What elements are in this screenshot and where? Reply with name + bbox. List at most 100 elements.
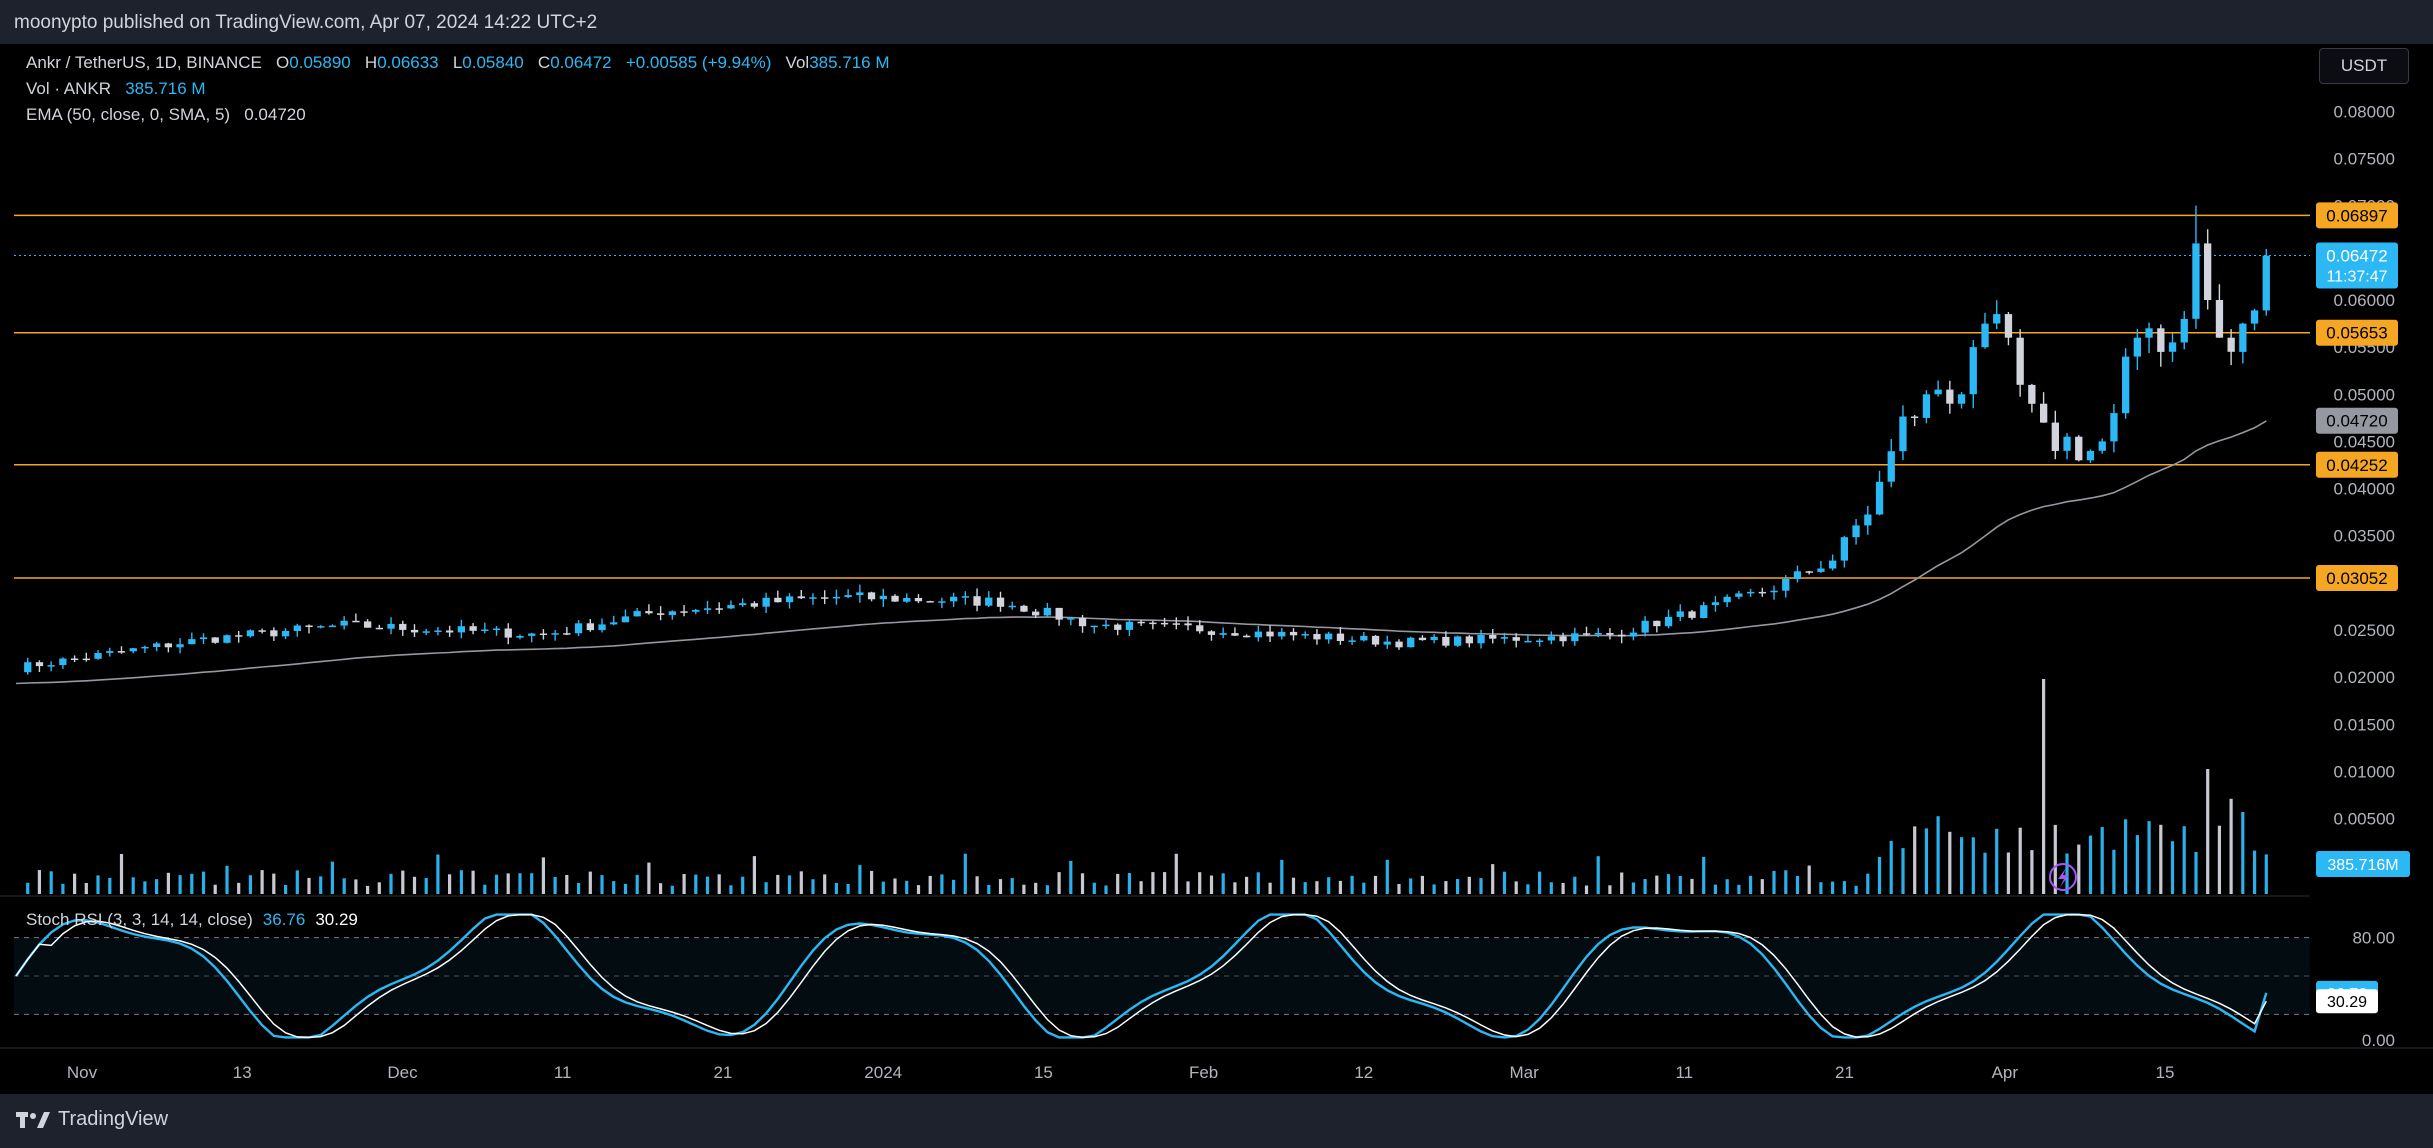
candle (1489, 629, 1497, 644)
candle (2098, 438, 2106, 454)
time-tick-label: Apr (1992, 1063, 2019, 1082)
volume-bar (2018, 827, 2022, 894)
volume-bar (729, 885, 733, 894)
volume-bar (2006, 852, 2010, 894)
candle-body (2204, 243, 2212, 300)
price-tick-label: 0.04000 (2334, 480, 2395, 499)
ema-legend-value: 0.04720 (244, 105, 306, 124)
candle-body (1500, 637, 1509, 639)
rsi-tick-label: 0.00 (2362, 1031, 2395, 1050)
candle (317, 625, 325, 629)
volume-bar (588, 871, 592, 894)
volume-bar (694, 874, 698, 894)
candle-body (1278, 631, 1286, 637)
candle-body (1629, 632, 1638, 637)
price-tick-label: 0.01500 (2334, 715, 2395, 734)
candle-body (551, 633, 559, 635)
volume-bar (1010, 878, 1014, 894)
low-label: L (452, 53, 463, 72)
candle-body (1219, 633, 1227, 635)
candle (387, 617, 395, 635)
candle (586, 618, 594, 632)
volume-bar (2159, 824, 2163, 894)
time-tick-label: 15 (2156, 1063, 2175, 1082)
candle-body (1688, 611, 1696, 618)
symbol-name: Ankr / TetherUS, 1D, BINANCE (26, 53, 262, 72)
volume-bar (553, 877, 557, 894)
candle (1969, 339, 1977, 409)
candle (1547, 631, 1555, 645)
volume-bar (201, 871, 206, 894)
candle (293, 623, 301, 637)
candle (692, 608, 700, 615)
candle (1114, 623, 1122, 636)
candle (680, 605, 688, 617)
volume-bar (2112, 849, 2116, 894)
chart-frame[interactable]: 0.080000.075000.070000.065000.060000.055… (0, 44, 2433, 1094)
volume-bar (870, 870, 874, 894)
candle (1090, 625, 1098, 634)
candle-body (2192, 243, 2200, 319)
candle (727, 600, 735, 610)
volume-bar (1772, 870, 1776, 894)
vol-value: 385.716 M (809, 53, 890, 72)
volume-bar (799, 871, 803, 894)
time-tick-label: 12 (1354, 1063, 1373, 1082)
candle-body (1934, 389, 1942, 395)
candle-body (258, 630, 266, 632)
price-tick-label: 0.03500 (2334, 527, 2395, 546)
candle (340, 616, 348, 630)
candle-body (961, 596, 969, 598)
candle-body (1957, 394, 1966, 404)
candle (2016, 329, 2024, 397)
candle (703, 600, 712, 615)
chart-canvas[interactable]: 0.080000.075000.070000.065000.060000.055… (0, 44, 2433, 1094)
candle (1629, 627, 1638, 641)
candle (375, 624, 383, 630)
candle (71, 655, 79, 663)
volume-bar (330, 861, 334, 894)
volume-bar (459, 870, 463, 894)
candle (2157, 324, 2165, 367)
volume-bar (846, 884, 850, 894)
candle (1957, 392, 1966, 409)
candle (1055, 607, 1063, 626)
candle (668, 610, 676, 620)
volume-bar (1877, 856, 1882, 894)
candle-body (59, 658, 67, 665)
volume-bar (1690, 878, 1694, 894)
volume-bar (448, 874, 452, 894)
candle-body (1407, 637, 1415, 648)
candle-body (903, 598, 911, 602)
candle-body (692, 609, 700, 612)
candle (1278, 627, 1286, 640)
candle (457, 619, 465, 639)
price-tick-label: 0.02000 (2334, 668, 2395, 687)
volume-bar (998, 879, 1003, 894)
currency-button[interactable]: USDT (2319, 48, 2409, 84)
tradingview-logo[interactable]: TradingView (16, 1108, 168, 1131)
time-tick-label: 13 (233, 1063, 252, 1082)
candle-body (832, 596, 841, 599)
volume-bar (494, 874, 499, 894)
volume-bar (1022, 884, 1026, 894)
candle (235, 630, 243, 643)
candle (1758, 587, 1766, 597)
candle (1606, 628, 1614, 640)
volume-bar (612, 881, 616, 894)
volume-bar (682, 874, 686, 894)
volume-bar (1608, 885, 1612, 894)
candle (1125, 619, 1134, 636)
time-tick-label: Nov (67, 1063, 98, 1082)
volume-bar (2124, 819, 2128, 894)
candle-body (141, 646, 149, 649)
volume-bar (1784, 870, 1788, 894)
candle-body (2028, 384, 2036, 404)
volume-bar (1631, 882, 1635, 894)
candle (856, 584, 864, 603)
candle-body (762, 597, 770, 607)
candle-body (715, 608, 723, 610)
volume-bar (1526, 884, 1530, 894)
last-price-tag-label: 0.06472 (2326, 247, 2387, 266)
candle-body (657, 613, 665, 615)
